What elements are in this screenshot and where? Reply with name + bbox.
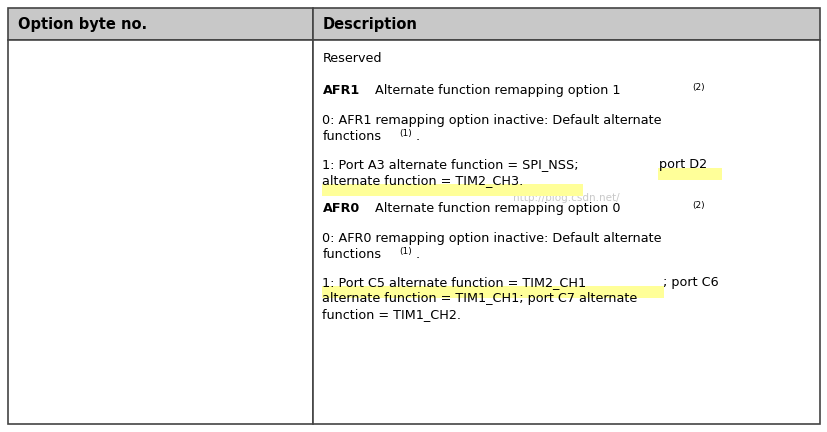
Text: (2): (2)	[692, 201, 705, 210]
Bar	[8, 8, 313, 40]
Text: (2): (2)	[692, 83, 705, 92]
Text: http://blog.csdn.net/: http://blog.csdn.net/	[513, 193, 619, 203]
Text: Option byte no.: Option byte no.	[18, 18, 147, 32]
Text: (1): (1)	[399, 129, 412, 138]
Text: AFR0: AFR0	[323, 202, 360, 215]
Text: AFR1: AFR1	[323, 84, 360, 97]
Text: 0: AFR1 remapping option inactive: Default alternate: 0: AFR1 remapping option inactive: Defau…	[323, 114, 662, 127]
Text: function = TIM1_CH2.: function = TIM1_CH2.	[323, 308, 461, 321]
Text: Description: Description	[323, 18, 418, 32]
Text: functions: functions	[323, 130, 381, 143]
Text: Alternate function remapping option 0: Alternate function remapping option 0	[370, 202, 620, 215]
Bar	[8, 40, 313, 424]
Text: ; port C6: ; port C6	[663, 276, 719, 289]
Bar	[657, 168, 722, 180]
Text: alternate function = TIM1_CH1; port C7 alternate: alternate function = TIM1_CH1; port C7 a…	[323, 292, 638, 305]
Bar	[322, 184, 583, 196]
Text: 1: Port C5 alternate function = TIM2_CH1: 1: Port C5 alternate function = TIM2_CH1	[323, 276, 586, 289]
Text: functions: functions	[323, 248, 381, 261]
Text: Alternate function remapping option 1: Alternate function remapping option 1	[370, 84, 620, 97]
Text: 0: AFR0 remapping option inactive: Default alternate: 0: AFR0 remapping option inactive: Defau…	[323, 232, 662, 245]
Bar	[322, 286, 664, 298]
Text: .: .	[415, 248, 419, 261]
Bar	[313, 40, 820, 424]
Text: Reserved: Reserved	[323, 52, 382, 65]
Text: port D2: port D2	[659, 158, 707, 171]
Text: 1: Port A3 alternate function = SPI_NSS;: 1: Port A3 alternate function = SPI_NSS;	[323, 158, 583, 171]
Bar	[313, 8, 820, 40]
Text: (1): (1)	[399, 247, 412, 256]
Text: .: .	[415, 130, 419, 143]
Text: alternate function = TIM2_CH3.: alternate function = TIM2_CH3.	[323, 174, 523, 187]
